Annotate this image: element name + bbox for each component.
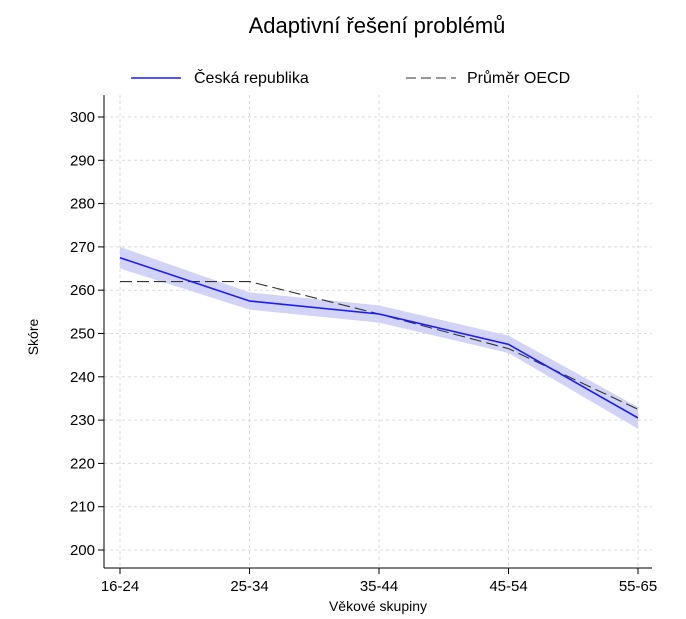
x-tick-label-35-44: 35-44 (360, 578, 398, 595)
y-tick-label-270: 270 (70, 239, 95, 256)
confidence-band-czech (120, 246, 638, 429)
chart-title: Adaptivní řešení problémů (249, 13, 506, 38)
y-tick-label-210: 210 (70, 499, 95, 516)
axes (103, 95, 652, 569)
gridlines (104, 95, 652, 568)
x-tick-label-55-65: 55-65 (619, 578, 657, 595)
legend: Česká republika Průměr OECD (131, 68, 570, 87)
x-axis-title: Věkové skupiny (329, 598, 427, 614)
y-axis-title: Skóre (25, 319, 41, 356)
legend-label-czech: Česká republika (194, 68, 309, 87)
y-tick-label-280: 280 (70, 196, 95, 213)
y-tick-label-250: 250 (70, 326, 95, 343)
x-tick-label-45-54: 45-54 (489, 578, 527, 595)
x-tick-label-16-24: 16-24 (101, 578, 139, 595)
y-tick-label-200: 200 (70, 542, 95, 559)
y-tick-label-240: 240 (70, 369, 95, 386)
x-axis-ticks: 16-24 25-34 35-44 45-54 55-65 (101, 568, 657, 595)
y-axis-ticks: 200 210 220 230 240 250 260 270 280 290 300 (70, 109, 104, 559)
y-tick-label-220: 220 (70, 455, 95, 472)
x-tick-label-25-34: 25-34 (230, 578, 268, 595)
confidence-band-layer (120, 246, 638, 429)
series-layer (119, 256, 639, 419)
y-tick-label-290: 290 (70, 152, 95, 169)
y-tick-label-300: 300 (70, 109, 95, 126)
legend-label-oecd: Průměr OECD (467, 69, 570, 87)
series-line-czech (119, 256, 639, 419)
y-tick-label-260: 260 (70, 282, 95, 299)
y-tick-label-230: 230 (70, 412, 95, 429)
